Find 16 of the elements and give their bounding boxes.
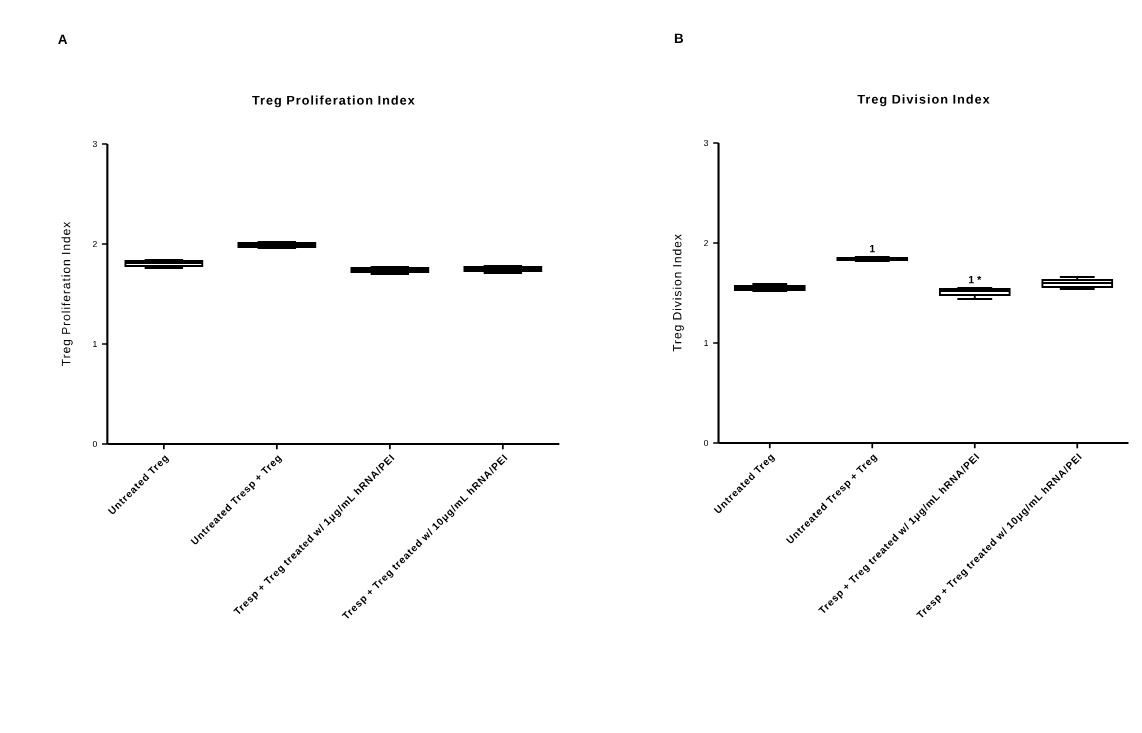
- y-tick-label: 1: [93, 341, 97, 347]
- y-axis-title: Treg Proliferation Index: [61, 221, 73, 366]
- annotation: 1 *: [968, 275, 982, 284]
- annotation: 1: [869, 244, 875, 253]
- y-tick-label: 0: [92, 440, 97, 448]
- text: B: [674, 33, 684, 43]
- y-tick-label: 2: [704, 239, 709, 247]
- y-tick-label: 3: [92, 140, 97, 148]
- chart-title: Treg Division Index: [857, 94, 990, 107]
- y-tick-label: 1: [704, 340, 709, 346]
- chart-title: Treg Proliferation Index: [252, 95, 415, 108]
- y-axis-title: Treg Division Index: [672, 234, 684, 352]
- y-tick-label: 3: [703, 139, 709, 147]
- y-tick-label: 2: [92, 240, 97, 248]
- text: A: [58, 34, 68, 44]
- y-tick-label: 0: [703, 439, 709, 447]
